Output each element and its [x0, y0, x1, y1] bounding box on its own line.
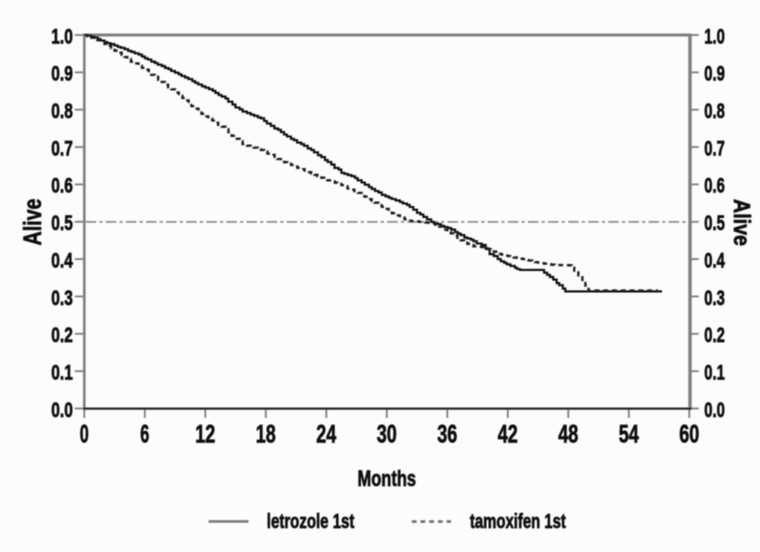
svg-text:0.1: 0.1 — [704, 361, 725, 384]
svg-text:0.4: 0.4 — [704, 249, 725, 272]
svg-text:0.6: 0.6 — [704, 175, 725, 198]
svg-text:36: 36 — [437, 421, 457, 449]
svg-text:Months: Months — [358, 466, 417, 491]
svg-text:0.5: 0.5 — [704, 212, 725, 235]
svg-text:18: 18 — [256, 421, 276, 449]
svg-text:0.6: 0.6 — [51, 175, 73, 198]
svg-text:0.7: 0.7 — [51, 137, 73, 160]
svg-text:0.4: 0.4 — [51, 249, 73, 272]
svg-text:0.7: 0.7 — [704, 137, 725, 160]
svg-text:0.9: 0.9 — [704, 63, 725, 86]
svg-text:0.2: 0.2 — [51, 324, 73, 347]
svg-text:0.8: 0.8 — [704, 100, 725, 123]
svg-text:0.0: 0.0 — [704, 399, 725, 422]
svg-text:0: 0 — [80, 421, 89, 449]
svg-text:0.8: 0.8 — [51, 100, 73, 123]
svg-text:tamoxifen 1st: tamoxifen 1st — [470, 511, 566, 533]
svg-text:1.0: 1.0 — [704, 25, 725, 48]
svg-text:letrozole 1st: letrozole 1st — [267, 511, 355, 533]
svg-text:0.5: 0.5 — [51, 212, 73, 235]
svg-text:24: 24 — [316, 421, 336, 449]
svg-text:Alive: Alive — [19, 198, 47, 245]
svg-text:60: 60 — [679, 421, 699, 449]
svg-text:Alive: Alive — [729, 199, 755, 246]
svg-text:54: 54 — [619, 421, 639, 449]
svg-text:0.1: 0.1 — [51, 361, 73, 384]
svg-text:0.9: 0.9 — [51, 63, 73, 86]
svg-text:0.2: 0.2 — [704, 324, 725, 347]
svg-text:0.3: 0.3 — [704, 287, 725, 310]
svg-text:12: 12 — [195, 421, 215, 449]
svg-text:0.0: 0.0 — [51, 399, 73, 422]
svg-text:42: 42 — [498, 421, 518, 449]
svg-text:6: 6 — [140, 421, 149, 449]
svg-text:1.0: 1.0 — [51, 25, 73, 48]
svg-text:0.3: 0.3 — [51, 287, 73, 310]
svg-text:48: 48 — [558, 421, 578, 449]
svg-text:30: 30 — [377, 421, 397, 449]
